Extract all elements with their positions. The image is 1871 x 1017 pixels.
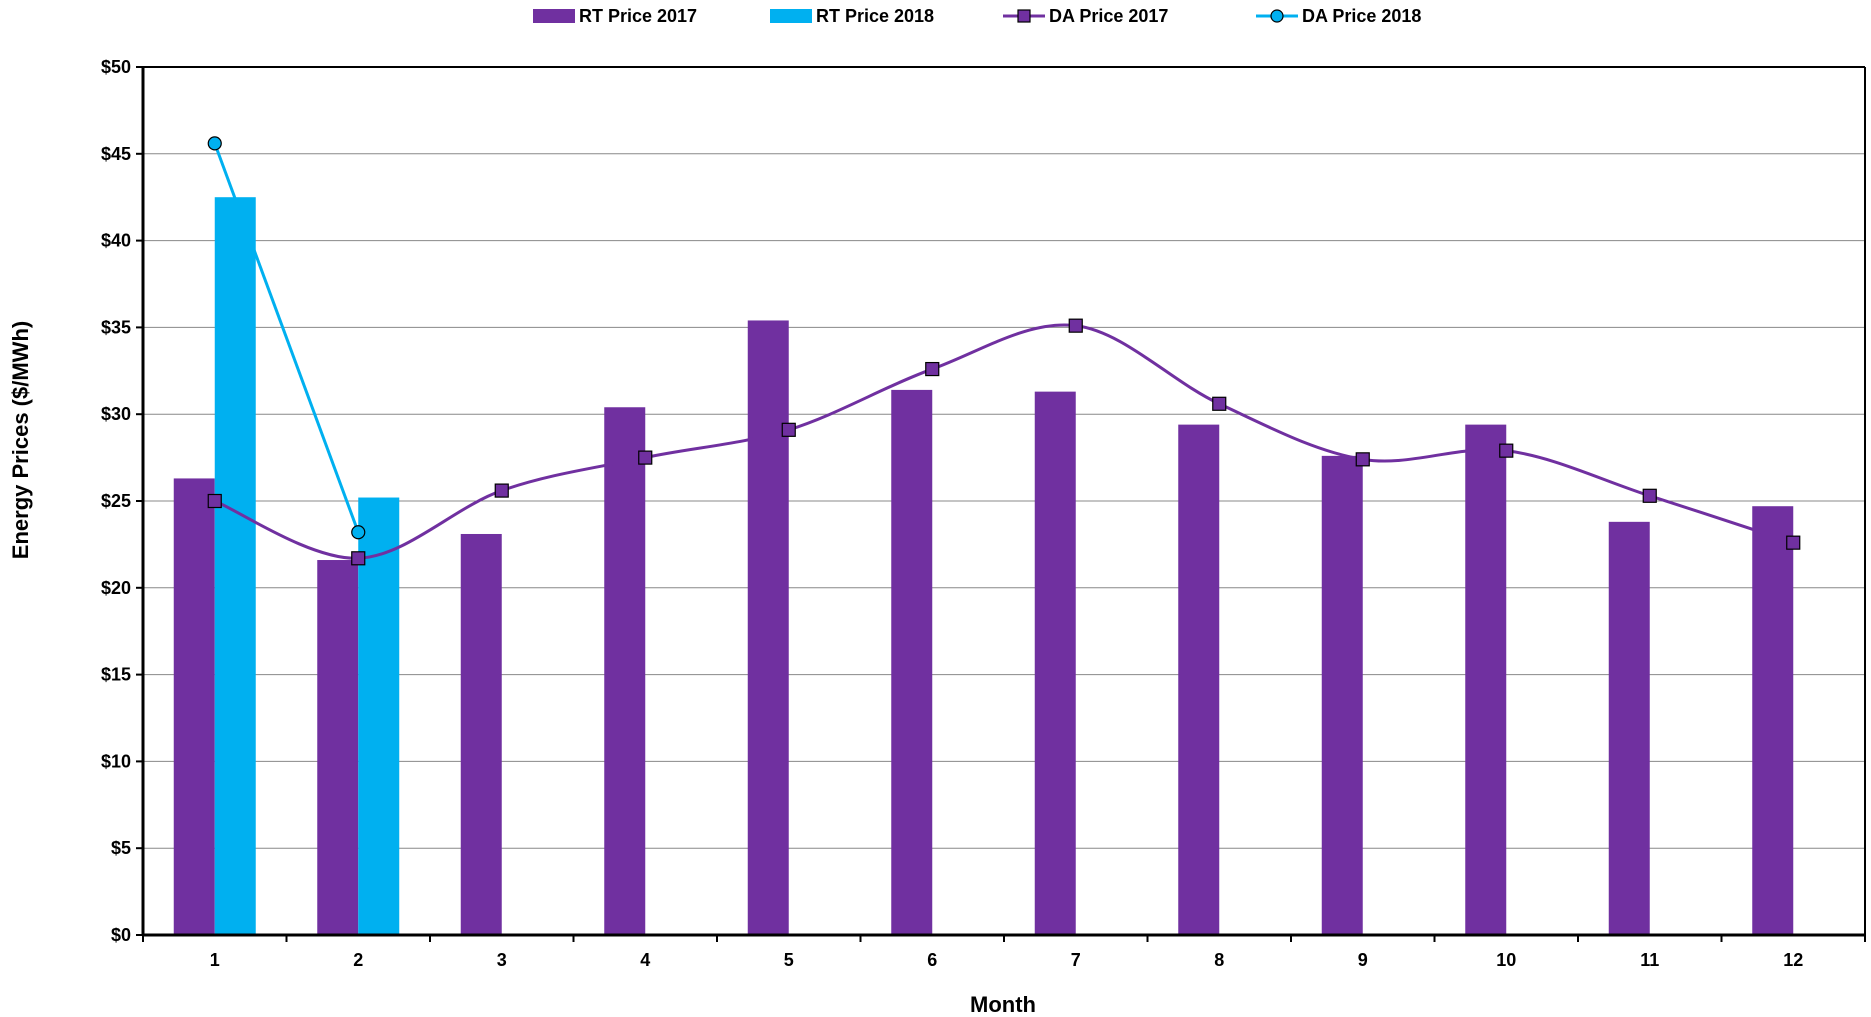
y-tick-labels: $0 $5 $10 $15 $20 $25 $30 $35 $40 $45 $50 <box>101 57 131 945</box>
x-tick-label: 6 <box>927 950 937 970</box>
y-axis-title: Energy Prices ($/MWh) <box>8 321 33 559</box>
line-1 <box>214 323 1794 560</box>
marker-s1-9 <box>1355 452 1370 467</box>
y-tick-label: $45 <box>101 144 131 164</box>
x-tick-label: 5 <box>784 950 794 970</box>
bar-s1-4 <box>604 407 646 936</box>
bar-s2-2 <box>358 497 400 935</box>
y-tick-label: $0 <box>111 925 131 945</box>
bar-s1-5 <box>747 320 789 935</box>
legend-label-3: DA Price 2017 <box>1049 6 1168 26</box>
gridlines <box>143 153 1865 849</box>
x-tick-label: 4 <box>640 950 650 970</box>
bar-s1-8 <box>1178 424 1220 935</box>
legend: RT Price 2017 RT Price 2018 DA Price 2017 D… <box>533 6 1421 26</box>
x-tick-label: 2 <box>353 950 363 970</box>
bar-s2-1 <box>214 197 256 935</box>
marker-s1-4 <box>638 450 653 465</box>
marker-s2-2 <box>351 525 366 540</box>
bar-s1-9 <box>1321 455 1363 935</box>
x-tick-label: 11 <box>1640 950 1659 970</box>
legend-label-2: RT Price 2018 <box>816 6 934 26</box>
legend-swatch-1 <box>533 9 575 23</box>
marker-s1-3 <box>494 483 509 498</box>
axes <box>136 66 1866 942</box>
x-tick-label: 3 <box>497 950 507 970</box>
marker-s1-6 <box>925 361 940 377</box>
legend-label-1: RT Price 2017 <box>579 6 697 26</box>
x-tick-label: 12 <box>1783 950 1803 970</box>
marker-s1-2 <box>351 551 366 566</box>
y-tick-label: $35 <box>101 317 131 337</box>
marker-s1-1 <box>207 493 222 509</box>
bar-s1-2 <box>317 560 359 935</box>
y-tick-label: $30 <box>101 404 131 424</box>
bar-s1-1 <box>173 478 215 935</box>
x-tick-label: 9 <box>1358 950 1368 970</box>
bar-s1-11 <box>1608 521 1650 935</box>
x-tick-label: 10 <box>1496 950 1516 970</box>
y-tick-label: $50 <box>101 57 131 77</box>
y-tick-label: $15 <box>101 665 131 685</box>
y-tick-label: $40 <box>101 231 131 251</box>
x-axis-title: Month <box>970 992 1036 1017</box>
bar-s1-3 <box>460 533 502 935</box>
y-tick-label: $10 <box>101 751 131 771</box>
legend-marker-4 <box>1270 9 1284 23</box>
bar-s1-10 <box>1465 424 1507 935</box>
bar-s1-7 <box>1034 391 1076 936</box>
line-2 <box>213 142 360 533</box>
marker-s1-7 <box>1068 318 1083 333</box>
marker-s1-12 <box>1786 535 1801 550</box>
x-tick-label: 7 <box>1071 950 1081 970</box>
x-tick-label: 8 <box>1214 950 1224 970</box>
y-tick-label: $25 <box>101 491 131 511</box>
marker-s1-8 <box>1212 396 1227 411</box>
legend-marker-3 <box>1017 9 1031 23</box>
marker-s1-5 <box>781 422 796 437</box>
bar-s1-12 <box>1752 506 1794 935</box>
legend-label-4: DA Price 2018 <box>1302 6 1421 26</box>
x-tick-labels: 1 2 3 4 5 6 7 8 9 10 11 12 <box>210 950 1804 970</box>
y-tick-label: $5 <box>111 838 131 858</box>
x-tick-label: 1 <box>210 950 220 970</box>
marker-s1-11 <box>1642 488 1657 503</box>
bars <box>173 197 1794 936</box>
lines <box>207 136 1801 566</box>
marker-s2-1 <box>207 136 222 151</box>
y-tick-label: $20 <box>101 578 131 598</box>
marker-s1-10 <box>1499 443 1514 458</box>
legend-swatch-2 <box>770 9 812 23</box>
bar-s1-6 <box>891 389 933 935</box>
